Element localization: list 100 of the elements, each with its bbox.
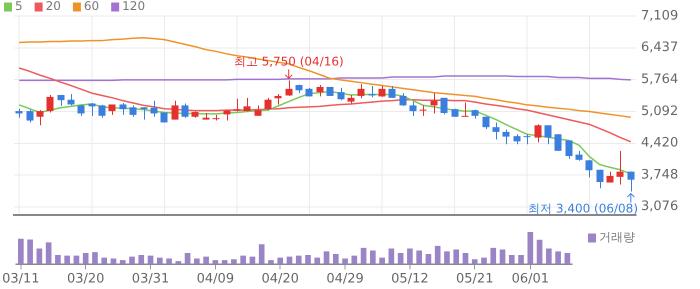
- candlestick: [586, 159, 592, 178]
- bar: [101, 258, 108, 264]
- candlestick: [566, 140, 572, 160]
- bar: [64, 256, 70, 264]
- candlestick: [410, 101, 416, 116]
- bar: [527, 232, 534, 264]
- legend-label: 거래량: [599, 230, 635, 244]
- candlestick: [130, 104, 136, 118]
- candlestick: [78, 104, 84, 116]
- bar: [250, 256, 256, 264]
- candlestick: [98, 104, 106, 118]
- bar: [18, 238, 24, 264]
- candlestick: [554, 134, 562, 152]
- bar: [500, 249, 506, 264]
- bar: [434, 246, 441, 264]
- bar: [490, 248, 496, 264]
- candlestick: [316, 84, 324, 97]
- legend-label: 5: [15, 0, 23, 14]
- bar: [444, 251, 450, 264]
- candlestick: [502, 129, 510, 145]
- candlestick: [36, 110, 44, 126]
- bar: [472, 259, 478, 264]
- bar: [110, 258, 116, 264]
- bar: [546, 248, 552, 264]
- candlestick: [88, 102, 96, 116]
- x-tick-label: 04/29: [326, 272, 364, 287]
- candlestick: [26, 109, 34, 123]
- candlestick: [378, 85, 386, 98]
- x-tick-label: 05/21: [456, 272, 494, 287]
- bar: [360, 248, 366, 264]
- bar: [194, 258, 200, 264]
- candlestick: [400, 92, 406, 106]
- candlestick: [46, 94, 54, 113]
- x-tick-label: 03/31: [132, 272, 170, 287]
- legend-label: 60: [84, 0, 100, 14]
- bar: [508, 255, 515, 264]
- candlestick: [254, 104, 262, 116]
- bar: [398, 253, 404, 264]
- bar: [184, 253, 190, 264]
- legend-label: 20: [46, 0, 61, 14]
- y-tick-label: 4,420: [641, 136, 678, 151]
- bar: [212, 260, 218, 264]
- x-tick-label: 06/01: [512, 272, 550, 287]
- candlestick: [388, 85, 396, 98]
- bar: [222, 260, 228, 264]
- x-tick-label: 03/20: [66, 272, 104, 287]
- bar: [351, 256, 358, 264]
- bar: [426, 254, 432, 264]
- y-tick-label: 7,109: [641, 8, 678, 24]
- candlestick: [264, 97, 272, 111]
- bar: [564, 253, 570, 264]
- bar: [407, 248, 413, 264]
- candlestick: [430, 92, 438, 114]
- bar: [82, 253, 89, 264]
- candlestick: [234, 98, 240, 112]
- candlestick: [274, 94, 282, 105]
- candlestick: [616, 150, 624, 185]
- candlestick: [286, 80, 292, 96]
- bar: [370, 250, 376, 264]
- bar: [258, 244, 265, 264]
- candlestick: [576, 150, 582, 162]
- candlestick: [358, 84, 364, 99]
- bar: [120, 260, 126, 264]
- bar: [129, 256, 135, 264]
- candlestick: [462, 102, 468, 118]
- bar: [305, 255, 311, 264]
- y-tick-label: 3,076: [641, 199, 678, 214]
- bar: [416, 250, 422, 264]
- candlestick: [524, 134, 530, 145]
- bar: [175, 261, 182, 264]
- bar: [277, 258, 284, 264]
- candlestick: [368, 85, 376, 98]
- bar: [388, 248, 394, 264]
- bar: [555, 251, 561, 264]
- x-tick-label: 05/12: [391, 272, 429, 287]
- bar: [166, 258, 172, 264]
- bar: [268, 260, 274, 264]
- bar: [453, 249, 460, 264]
- candlestick: [420, 104, 426, 116]
- bar: [148, 256, 154, 264]
- bar: [240, 256, 246, 264]
- bar: [156, 258, 163, 264]
- y-tick-label: 3,748: [641, 167, 678, 182]
- annotation: 최저 3,400 (06/08): [528, 202, 638, 216]
- bar: [36, 248, 42, 264]
- bar: [314, 258, 320, 264]
- bar: [27, 239, 33, 264]
- candlestick: [120, 102, 126, 116]
- candlestick: [596, 169, 604, 189]
- legend-label: 120: [122, 0, 146, 14]
- candlestick: [182, 103, 188, 118]
- candlestick: [482, 116, 490, 130]
- candlestick: [68, 94, 74, 106]
- candlestick: [338, 87, 344, 101]
- bar: [518, 255, 524, 264]
- candlestick: [224, 110, 230, 122]
- bar: [138, 255, 144, 264]
- x-tick-label: 03/11: [2, 272, 40, 287]
- bar: [296, 256, 302, 264]
- bar: [92, 252, 98, 264]
